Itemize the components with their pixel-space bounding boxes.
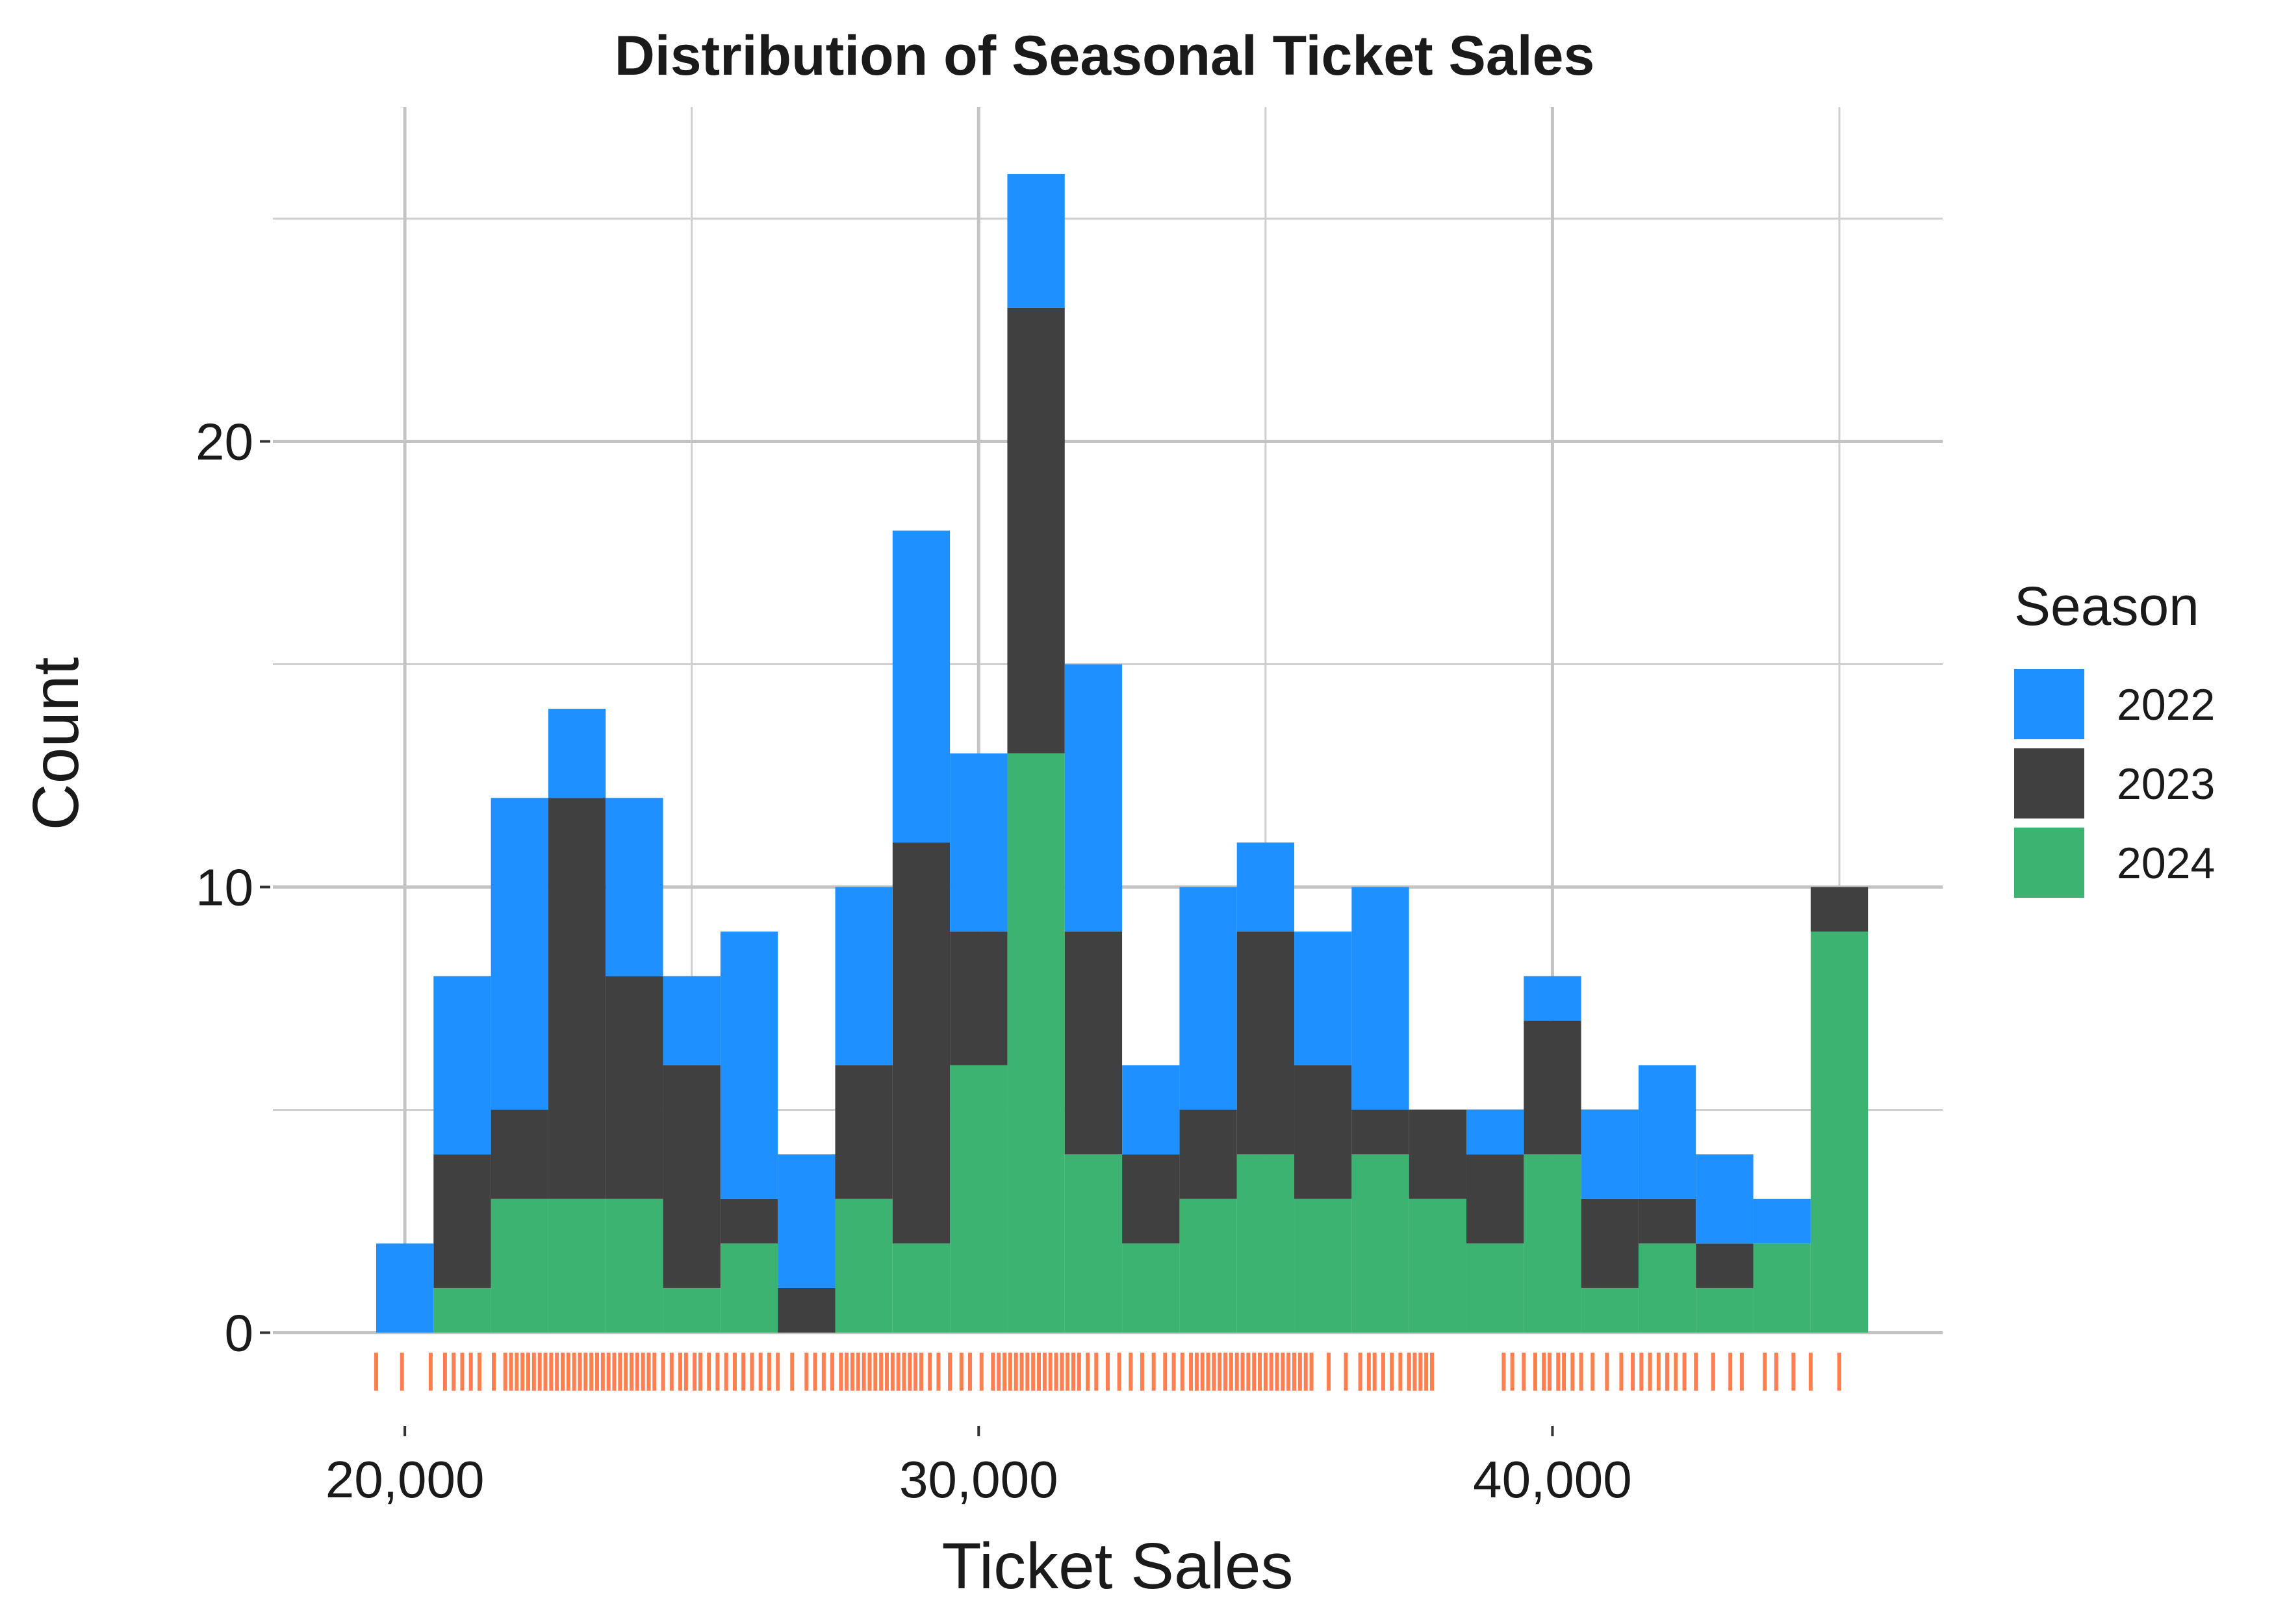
bar-2022 [1524,976,1581,1021]
bar-2024 [835,1199,893,1333]
bar-2023 [663,1065,721,1288]
bar-2023 [1638,1199,1696,1244]
rug-marks [374,1352,1842,1391]
bar-2023 [1581,1199,1639,1288]
bar-2022 [1696,1154,1754,1244]
bar-2023 [778,1288,836,1333]
bar-2023 [1007,307,1065,754]
bar-2024 [1524,1154,1581,1333]
bar-2023 [950,932,1008,1065]
bar-2024 [548,1199,606,1333]
bar-2023 [1351,1110,1409,1155]
bar-2024 [663,1288,721,1333]
bar-2022 [720,932,778,1199]
bar-2024 [1236,1154,1295,1333]
bar-2022 [1179,887,1237,1110]
bar-2023 [548,798,606,1199]
bar-2022 [433,976,491,1155]
y-tick-label: 10 [196,859,253,917]
bar-2023 [1466,1154,1524,1244]
bar-2023 [1294,1065,1352,1199]
bar-2023 [1064,932,1123,1155]
bar-2023 [1179,1110,1237,1199]
bar-2024 [1007,753,1065,1333]
bar-2024 [1064,1154,1123,1333]
bar-2022 [606,798,663,976]
bar-2023 [433,1154,491,1288]
bar-2022 [1753,1199,1811,1244]
bar-2024 [1638,1243,1696,1333]
chart-title: Distribution of Seasonal Ticket Sales [615,25,1595,87]
bar-2024 [491,1199,548,1333]
bar-2023 [1810,887,1869,932]
bar-2024 [433,1288,491,1333]
bar-2024 [1351,1154,1409,1333]
bar-2024 [950,1065,1008,1333]
bar-2024 [1294,1199,1352,1333]
bar-2023 [1409,1110,1466,1199]
bar-2022 [548,709,606,798]
bar-2023 [1122,1154,1180,1244]
bar-2024 [1696,1288,1754,1333]
bar-2024 [1122,1243,1180,1333]
bar-2023 [720,1199,778,1244]
bar-2022 [1007,173,1065,308]
bar-2022 [950,753,1008,932]
bar-2024 [1753,1243,1811,1333]
bar-2023 [835,1065,893,1199]
bar-2022 [1294,932,1352,1065]
legend: Season 2022 2023 2024 [2014,576,2215,898]
bar-2022 [1638,1065,1696,1199]
bar-2023 [1524,1021,1581,1155]
bar-2024 [1179,1199,1237,1333]
bar-2022 [835,887,893,1065]
bar-2023 [1236,932,1295,1155]
bar-2024 [892,1243,951,1333]
y-tick-label: 0 [225,1304,254,1362]
bar-2024 [720,1243,778,1333]
x-tick-label: 20,000 [326,1451,485,1508]
bar-2022 [491,798,548,1110]
bar-2023 [892,842,951,1244]
bar-2022 [376,1243,434,1333]
bar-2023 [491,1110,548,1199]
bar-2024 [1409,1199,1466,1333]
x-axis-label: Ticket Sales [942,1530,1294,1603]
legend-key-2022 [2014,669,2084,739]
bar-2022 [1351,887,1409,1110]
bar-2022 [1122,1065,1180,1155]
legend-key-2024 [2014,828,2084,898]
legend-label-2024: 2024 [2117,839,2215,888]
bar-2022 [1236,842,1295,932]
x-tick-label: 40,000 [1473,1451,1632,1508]
bars [376,173,1869,1333]
x-tick-label: 30,000 [899,1451,1058,1508]
bar-2022 [1466,1110,1524,1155]
bar-2022 [663,976,721,1065]
bar-2022 [778,1154,836,1288]
bar-2024 [1581,1288,1639,1333]
legend-label-2023: 2023 [2117,759,2215,809]
bar-2024 [606,1199,663,1333]
bar-2023 [606,976,663,1199]
legend-title: Season [2014,576,2199,637]
bar-2022 [892,530,951,843]
axes: 0 10 20 20,000 30,000 40,000 [196,413,1632,1508]
legend-label-2022: 2022 [2117,680,2215,730]
y-axis-label: Count [19,657,92,830]
bar-2023 [1696,1243,1754,1288]
bar-2024 [1810,932,1869,1333]
bar-2024 [1466,1243,1524,1333]
bar-2022 [1064,664,1123,932]
bar-2022 [1581,1110,1639,1199]
y-tick-label: 20 [196,413,253,471]
legend-key-2023 [2014,748,2084,818]
